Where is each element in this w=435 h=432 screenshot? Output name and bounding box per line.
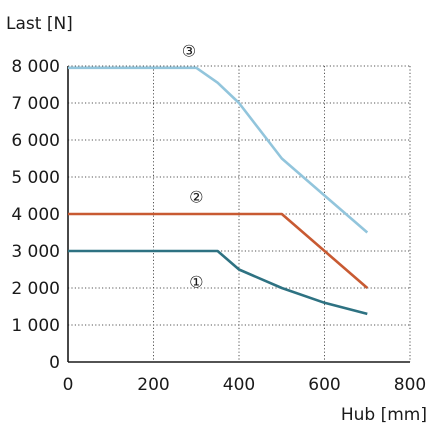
- series-markers: ① ② ③: [182, 41, 204, 291]
- x-tick-label: 0: [63, 375, 74, 395]
- x-tick-label: 400: [223, 375, 255, 395]
- y-tick-label: 0: [49, 353, 60, 373]
- y-tick-label: 6 000: [11, 131, 60, 151]
- x-tick-label: 800: [394, 375, 426, 395]
- x-tick-labels: 0 200 400 600 800: [63, 375, 427, 395]
- series-marker-3: ③: [182, 41, 196, 60]
- series-line-2: [68, 212, 369, 289]
- y-tick-label: 4 000: [11, 205, 60, 225]
- y-tick-label: 3 000: [11, 242, 60, 262]
- series-lines: [68, 66, 369, 316]
- series-marker-2: ②: [189, 188, 203, 207]
- series-line-3: [68, 66, 369, 234]
- x-tick-label: 200: [137, 375, 169, 395]
- y-tick-label: 5 000: [11, 168, 60, 188]
- y-tick-label: 1 000: [11, 316, 60, 336]
- x-tick-label: 600: [308, 375, 340, 395]
- y-tick-label: 8 000: [11, 57, 60, 77]
- y-axis-label: Last [N]: [6, 14, 73, 34]
- y-tick-label: 2 000: [11, 279, 60, 299]
- series-marker-1: ①: [189, 273, 203, 292]
- y-tick-labels: 0 1 000 2 000 3 000 4 000 5 000 6 000 7 000 8 00…: [11, 57, 60, 373]
- series-line-1: [68, 249, 368, 316]
- x-axis-label: Hub [mm]: [341, 405, 427, 425]
- y-tick-label: 7 000: [11, 94, 60, 114]
